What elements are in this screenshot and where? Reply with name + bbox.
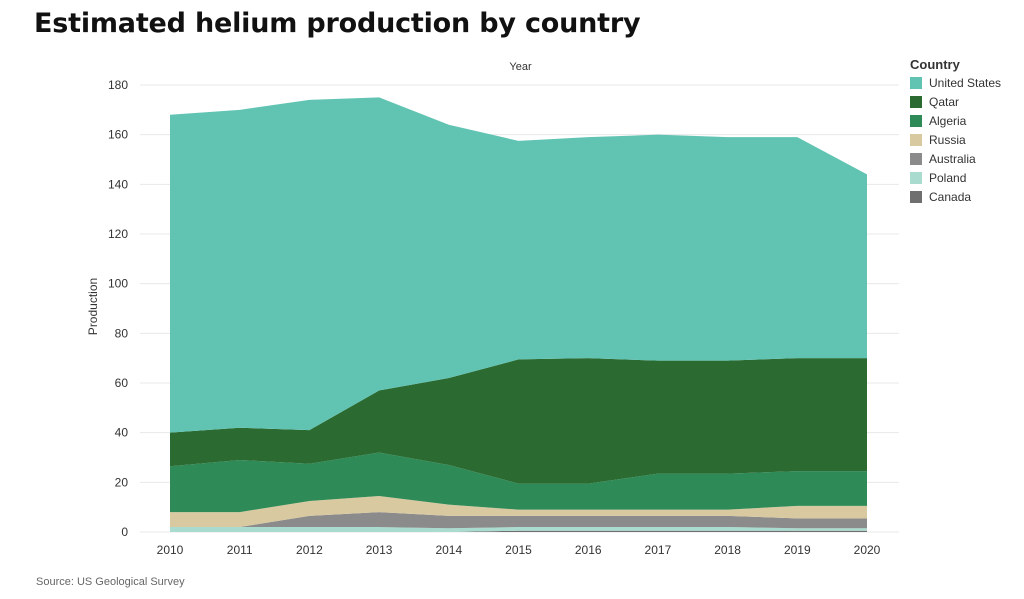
legend-title: Country: [910, 57, 961, 72]
y-tick-label-40: 40: [115, 426, 129, 440]
legend: Country United States Qatar Algeria Russia Au…: [910, 57, 1001, 204]
legend-label-australia: Australia: [929, 152, 976, 166]
legend-swatch-algeria: [910, 115, 922, 127]
x-tick-label-2013: 2013: [366, 543, 393, 557]
y-tick-label-140: 140: [108, 177, 128, 191]
area-series: [170, 97, 867, 532]
x-tick-label-2010: 2010: [157, 543, 184, 557]
legend-label-russia: Russia: [929, 133, 966, 147]
legend-label-algeria: Algeria: [929, 114, 967, 128]
legend-label-qatar: Qatar: [929, 95, 959, 109]
x-tick-label-2016: 2016: [575, 543, 602, 557]
x-axis-label: Year: [509, 61, 532, 73]
y-tick-label-100: 100: [108, 277, 128, 291]
x-tick-label-2018: 2018: [714, 543, 741, 557]
legend-swatch-canada: [910, 191, 922, 203]
area-qatar: [170, 358, 867, 484]
y-axis-label: Production: [86, 278, 100, 335]
x-tick-label-2015: 2015: [505, 543, 532, 557]
chart-title: Estimated helium production by country: [34, 8, 641, 39]
y-tick-label-0: 0: [121, 525, 128, 539]
y-tick-label-80: 80: [115, 326, 129, 340]
legend-label-poland: Poland: [929, 171, 966, 185]
legend-swatch-united-states: [910, 77, 922, 89]
area-russia: [170, 495, 867, 528]
x-tick-label-2014: 2014: [435, 543, 462, 557]
legend-swatch-qatar: [910, 96, 922, 108]
x-tick-label-2019: 2019: [784, 543, 811, 557]
y-tick-label-160: 160: [108, 128, 128, 142]
y-tick-label-20: 20: [115, 475, 129, 489]
legend-swatch-poland: [910, 172, 922, 184]
area-canada: [170, 530, 867, 532]
x-tick-label-2012: 2012: [296, 543, 323, 557]
y-tick-label-180: 180: [108, 78, 128, 92]
y-tick-label-60: 60: [115, 376, 129, 390]
axes: 0 20 40 60 80 100 120 140 160 180 2010 2011 2012 2013…: [86, 61, 881, 557]
legend-label-united-states: United States: [929, 76, 1001, 90]
y-tick-label-120: 120: [108, 227, 128, 241]
legend-swatch-russia: [910, 134, 922, 146]
area-australia: [170, 512, 867, 529]
source-note: Source: US Geological Survey: [36, 576, 185, 588]
area-poland: [170, 527, 867, 532]
area-algeria: [170, 452, 867, 513]
legend-label-canada: Canada: [929, 190, 971, 204]
x-tick-label-2011: 2011: [227, 543, 253, 557]
area-united-states: [170, 97, 867, 433]
legend-swatch-australia: [910, 153, 922, 165]
x-tick-label-2020: 2020: [854, 543, 881, 557]
x-tick-label-2017: 2017: [645, 543, 672, 557]
